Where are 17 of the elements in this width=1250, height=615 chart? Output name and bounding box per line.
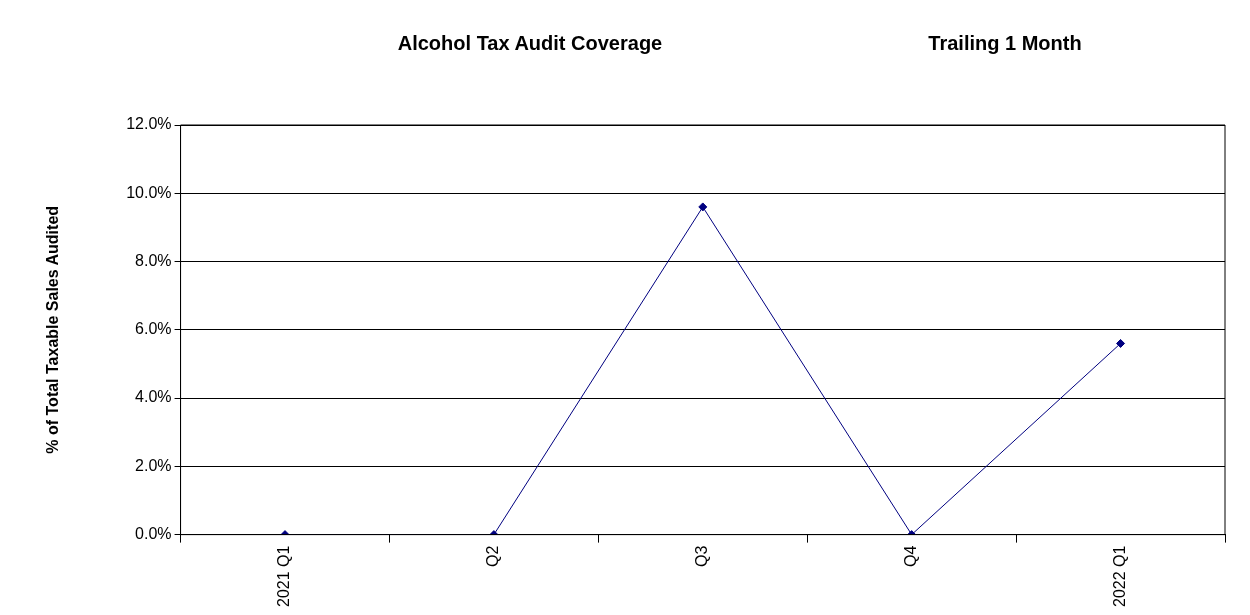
x-tick-label: Q4 (902, 545, 920, 567)
y-axis-title: % of Total Taxable Sales Audited (44, 205, 62, 454)
y-tick-label: 8.0% (135, 251, 172, 269)
y-tick-label: 2.0% (135, 456, 172, 474)
y-tick-label: 10.0% (126, 183, 172, 201)
x-tick-label: Q3 (693, 545, 711, 567)
y-tick-label: 12.0% (126, 115, 172, 133)
point (1116, 338, 1126, 348)
point (698, 202, 708, 212)
chart-subtitle: Trailing 1 Month (927, 32, 1083, 55)
x-tick-label: 2021 Q1 (275, 545, 293, 608)
y-tick-label: 4.0% (135, 388, 172, 406)
x-tick-label: 2022 Q1 (1110, 545, 1128, 608)
chart-title: Alcohol Tax Audit Coverage (396, 32, 664, 55)
y-tick-label: 6.0% (135, 320, 172, 338)
x-tick-label: Q2 (484, 545, 502, 567)
y-tick-label: 0.0% (135, 525, 172, 543)
